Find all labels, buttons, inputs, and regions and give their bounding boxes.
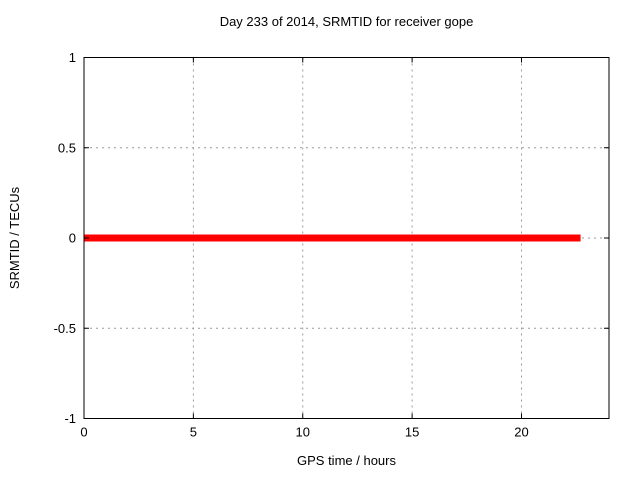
x-tick-label: 10 bbox=[296, 425, 310, 440]
x-axis-label: GPS time / hours bbox=[297, 453, 396, 468]
y-tick-label: 0 bbox=[69, 231, 76, 246]
y-axis-label: SRMTID / TECUs bbox=[7, 186, 22, 290]
x-tick-label: 0 bbox=[80, 425, 87, 440]
y-tick-label: 0.5 bbox=[58, 140, 76, 155]
y-tick-label: -1 bbox=[64, 411, 76, 426]
y-tick-label: -0.5 bbox=[54, 321, 76, 336]
y-tick-label: 1 bbox=[69, 50, 76, 65]
x-tick-label: 15 bbox=[405, 425, 419, 440]
chart-title: Day 233 of 2014, SRMTID for receiver gop… bbox=[219, 14, 474, 29]
x-tick-label: 5 bbox=[190, 425, 197, 440]
x-tick-label: 20 bbox=[514, 425, 528, 440]
